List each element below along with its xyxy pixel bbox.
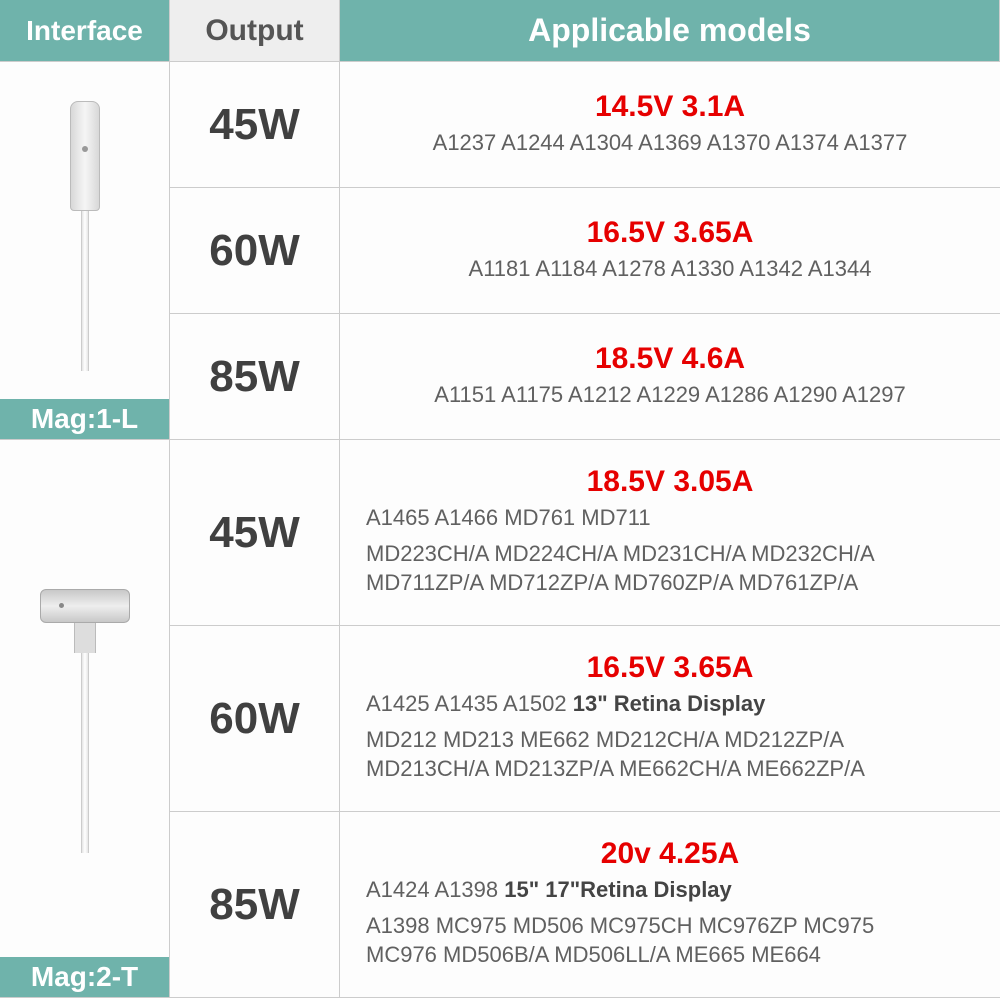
table-row: 60W 16.5V 3.65A A1425 A1435 A1502 13" Reti… [170,626,1000,812]
voltage-spec: 16.5V 3.65A [360,651,980,685]
models-cell: 16.5V 3.65A A1425 A1435 A1502 13" Retina … [340,626,1000,811]
connector-t-diagram [0,440,169,957]
output-value: 60W [170,188,340,313]
interface-label-mag2: Mag:2-T [0,957,169,997]
models-line: A1151 A1175 A1212 A1229 A1286 A1290 A129… [360,380,980,410]
interface-label-mag1: Mag:1-L [0,399,169,439]
connector-l-diagram [0,62,169,399]
output-value: 60W [170,626,340,811]
header-models: Applicable models [340,0,1000,62]
data-rows-container: 45W 14.5V 3.1A A1237 A1244 A1304 A1369 A13… [170,62,1000,1000]
retina-display-note: 15" 17"Retina Display [498,877,732,902]
interface-column: Mag:1-L Mag:2-T [0,62,170,1000]
models-line: MD223CH/A MD224CH/A MD231CH/A MD232CH/A [360,539,980,569]
models-cell: 18.5V 4.6A A1151 A1175 A1212 A1229 A1286 … [340,314,1000,439]
models-cell: 16.5V 3.65A A1181 A1184 A1278 A1330 A1342… [340,188,1000,313]
voltage-spec: 18.5V 3.05A [360,465,980,499]
voltage-spec: 14.5V 3.1A [360,90,980,124]
models-line: A1465 A1466 MD761 MD711 [360,503,980,533]
voltage-spec: 20v 4.25A [360,837,980,871]
output-value: 85W [170,314,340,439]
table-row: 45W 18.5V 3.05A A1465 A1466 MD761 MD711 MD2… [170,440,1000,626]
header-interface: Interface [0,0,170,62]
models-line: A1398 MC975 MD506 MC975CH MC976ZP MC975 [360,911,980,941]
table-header-row: Interface Output Applicable models [0,0,1000,62]
table-row: 85W 18.5V 4.6A A1151 A1175 A1212 A1229 A12… [170,314,1000,440]
models-cell: 20v 4.25A A1424 A1398 15" 17"Retina Displ… [340,812,1000,997]
output-value: 85W [170,812,340,997]
models-cell: 18.5V 3.05A A1465 A1466 MD761 MD711 MD223C… [340,440,1000,625]
table-row: 85W 20v 4.25A A1424 A1398 15" 17"Retina Di… [170,812,1000,998]
models-line: A1424 A1398 15" 17"Retina Display [360,875,980,905]
models-line: A1181 A1184 A1278 A1330 A1342 A1344 [360,254,980,284]
table-row: 45W 14.5V 3.1A A1237 A1244 A1304 A1369 A13… [170,62,1000,188]
compatibility-table: Interface Output Applicable models Mag:1… [0,0,1000,1000]
models-line: MD212 MD213 ME662 MD212CH/A MD212ZP/A [360,725,980,755]
interface-block-mag2: Mag:2-T [0,440,170,998]
header-output: Output [170,0,340,62]
retina-display-note: 13" Retina Display [567,691,766,716]
output-value: 45W [170,62,340,187]
models-line: A1425 A1435 A1502 13" Retina Display [360,689,980,719]
voltage-spec: 16.5V 3.65A [360,216,980,250]
models-cell: 14.5V 3.1A A1237 A1244 A1304 A1369 A1370 … [340,62,1000,187]
models-line: MD213CH/A MD213ZP/A ME662CH/A ME662ZP/A [360,754,980,784]
table-row: 60W 16.5V 3.65A A1181 A1184 A1278 A1330 A1… [170,188,1000,314]
models-line: MC976 MD506B/A MD506LL/A ME665 ME664 [360,940,980,970]
models-line: MD711ZP/A MD712ZP/A MD760ZP/A MD761ZP/A [360,568,980,598]
output-value: 45W [170,440,340,625]
table-body: Mag:1-L Mag:2-T 45W 14.5V 3.1A A1237 A1244… [0,62,1000,1000]
voltage-spec: 18.5V 4.6A [360,342,980,376]
models-line: A1237 A1244 A1304 A1369 A1370 A1374 A137… [360,128,980,158]
interface-block-mag1: Mag:1-L [0,62,170,440]
